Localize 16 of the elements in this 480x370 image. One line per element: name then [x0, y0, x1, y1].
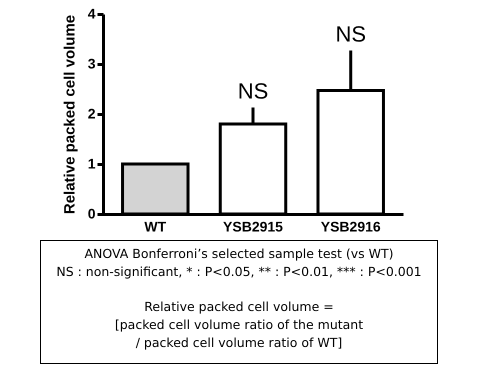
- x-tick-label: YSB2915: [223, 218, 284, 234]
- text: Relative packed cell volume =: [143, 298, 335, 316]
- text: ANOVA Bonferroni’s selected sample test (vs WT): [83, 245, 395, 263]
- text: NS : non-significant, * : P<0.05, ** : P<0.01, *** : P<0.001: [55, 263, 423, 281]
- y-axis-title: Relative packed cell volume: [62, 14, 79, 214]
- text: / packed cell volume ratio of WT]: [134, 334, 344, 352]
- annotation: NS: [238, 78, 268, 104]
- y-tick-label: 3: [88, 56, 96, 72]
- y-tick-label: 0: [88, 206, 96, 222]
- y-tick-label: 2: [88, 106, 96, 122]
- annotation: NS: [335, 22, 366, 46]
- x-tick-label: YSB2916: [320, 218, 381, 234]
- text: [packed cell volume ratio of the mutant: [114, 316, 364, 334]
- y-tick-label: 1: [88, 156, 96, 172]
- x-tick-label: WT: [144, 218, 167, 234]
- y-tick-label: 4: [88, 6, 96, 22]
